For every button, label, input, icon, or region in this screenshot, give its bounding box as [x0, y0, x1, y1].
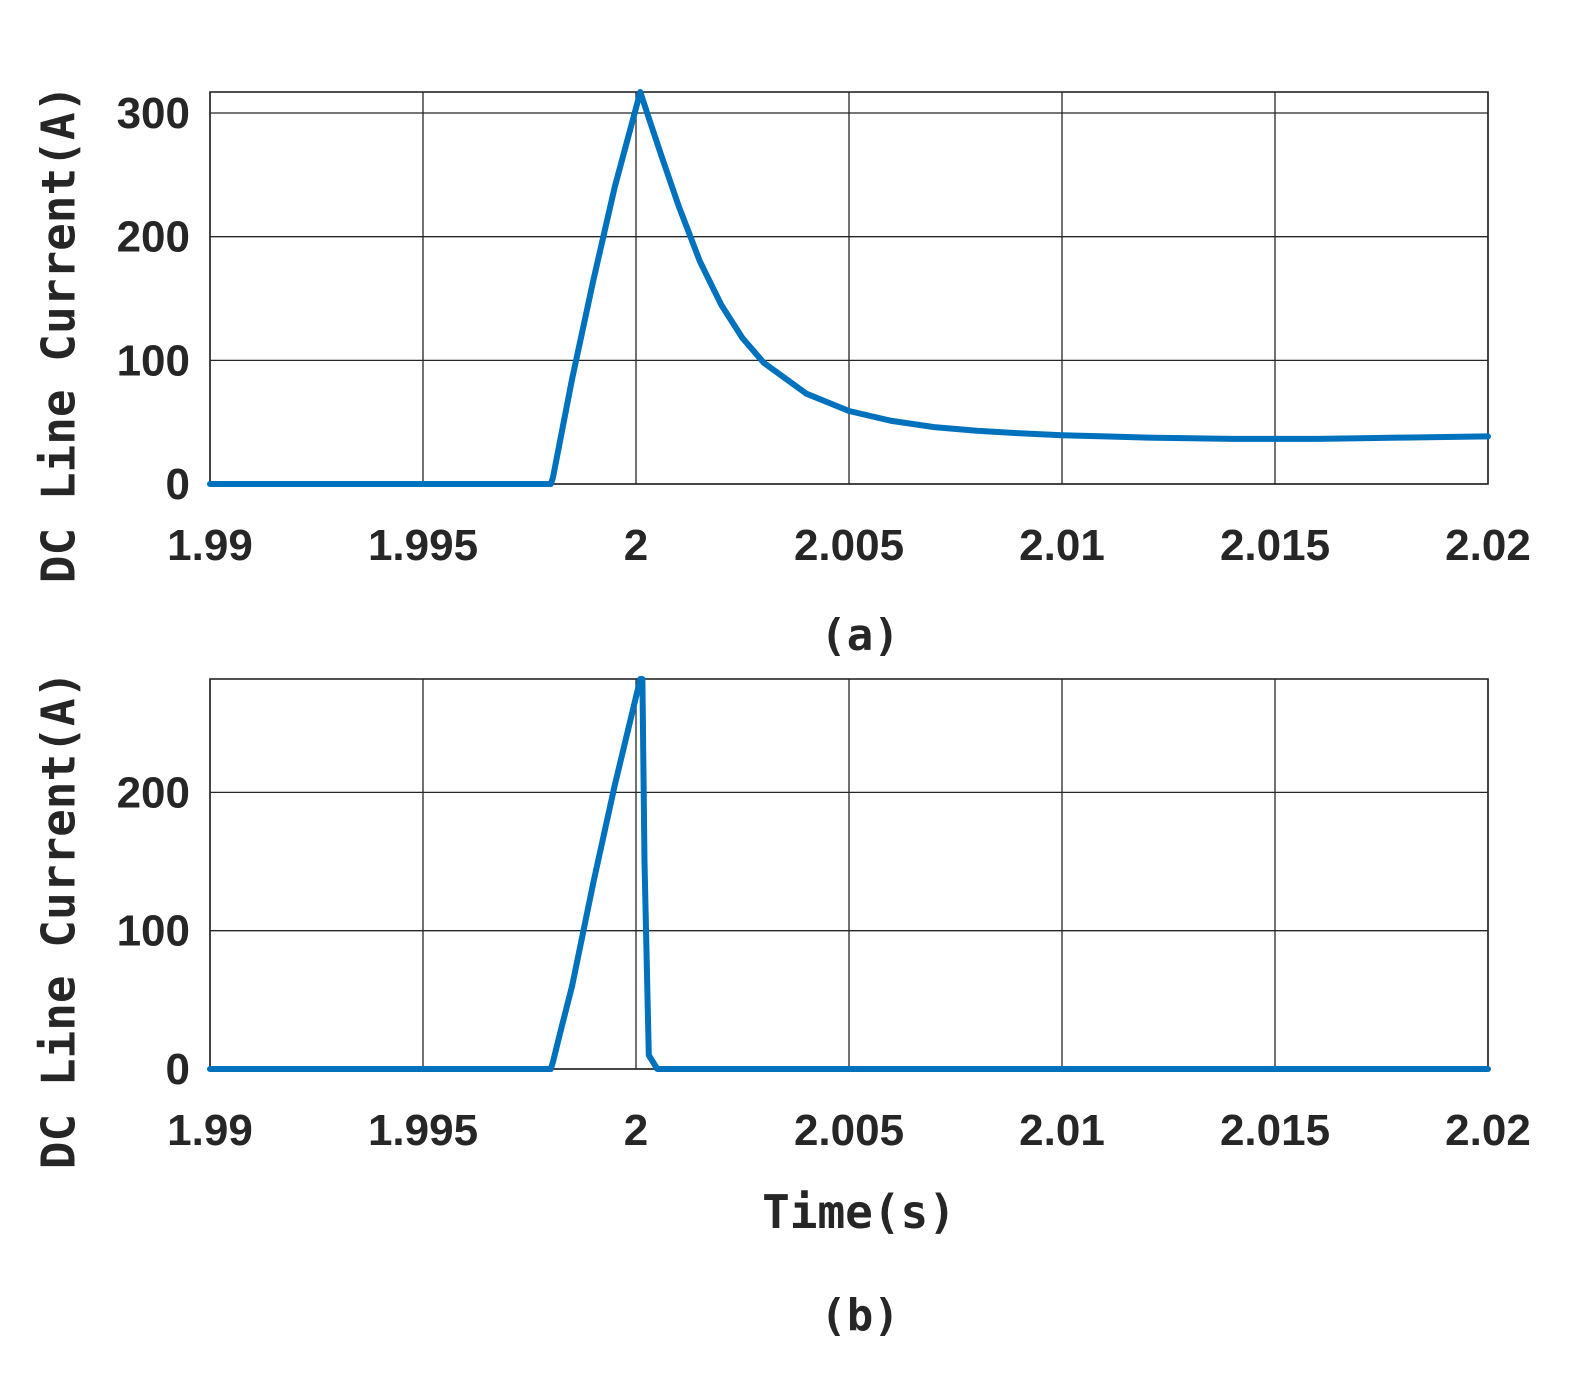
y-tick-label: 100 [117, 336, 190, 385]
x-tick-label: 2.02 [1445, 521, 1531, 570]
y-axis-label: DC Line Current(A) [32, 671, 86, 1170]
x-tick-label: 2 [624, 1106, 648, 1155]
x-tick-label: 1.995 [368, 521, 478, 570]
panel-caption: (b) [820, 1290, 899, 1341]
y-tick-label: 200 [117, 768, 190, 817]
x-tick-labels: 1.99 1.995 2 2.005 2.01 2.015 2.02 [167, 521, 1531, 570]
x-tick-label: 2 [624, 521, 648, 570]
y-tick-labels: 0 100 200 [117, 768, 190, 1094]
x-tick-label: 2.005 [794, 1106, 904, 1155]
chart-panel-a: 1.99 1.995 2 2.005 2.01 2.015 2.02 0100200300 … [32, 85, 1531, 661]
chart-panel-b: 1.99 1.995 2 2.005 2.01 2.015 2.02 0 100 200 DC … [32, 671, 1531, 1341]
x-tick-label: 2.01 [1019, 521, 1105, 570]
y-tick-label: 200 [117, 213, 190, 262]
x-tick-label: 2.015 [1220, 1106, 1330, 1155]
grid-lines [209, 679, 1489, 1070]
x-tick-label: 1.99 [167, 1106, 253, 1155]
x-tick-labels: 1.99 1.995 2 2.005 2.01 2.015 2.02 [167, 1106, 1531, 1155]
y-tick-labels: 0 100 200 300 [117, 89, 190, 509]
x-tick-label: 2.015 [1220, 521, 1330, 570]
x-tick-label: 2.005 [794, 521, 904, 570]
series-line [207, 89, 1491, 487]
series-line [207, 676, 1491, 1072]
y-tick-label: 100 [117, 907, 190, 956]
x-tick-label: 2.01 [1019, 1106, 1105, 1155]
panel-caption: (a) [820, 610, 899, 661]
y-tick-label: 300 [117, 89, 190, 138]
grid-lines [209, 92, 1489, 485]
x-tick-label: 2.02 [1445, 1106, 1531, 1155]
x-axis-label: Time(s) [762, 1185, 956, 1239]
x-tick-label: 1.99 [167, 521, 253, 570]
x-tick-label: 1.995 [368, 1106, 478, 1155]
y-tick-label: 0 [166, 1045, 190, 1094]
y-axis-label: DC Line Current(A) [32, 85, 86, 584]
y-tick-label: 0 [166, 460, 190, 509]
